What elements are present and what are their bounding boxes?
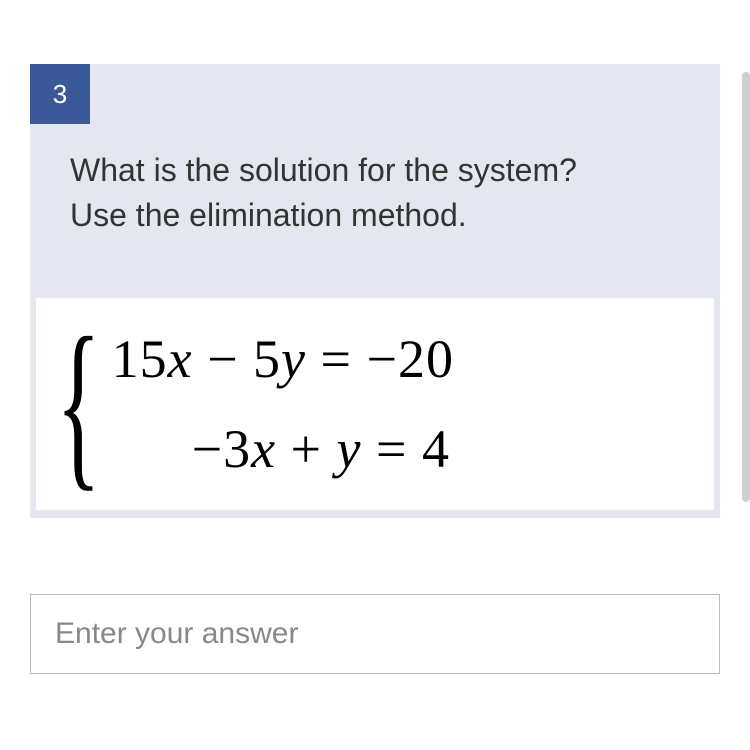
equation-system-box: { 15x − 5y = −20 −3x + y = 4 <box>36 298 714 510</box>
eq1-rhs: −20 <box>366 329 453 389</box>
eq2-var2: y <box>337 419 362 479</box>
equations-wrapper: 15x − 5y = −20 −3x + y = 4 <box>112 328 454 480</box>
eq2-op1: + <box>276 419 336 479</box>
eq1-coef2: 5 <box>253 329 281 389</box>
eq2-var1: x <box>251 419 276 479</box>
prompt-line-1: What is the solution for the system? <box>70 152 577 188</box>
eq1-var2: y <box>281 329 306 389</box>
eq1-var1: x <box>168 329 193 389</box>
equation-2: −3x + y = 4 <box>112 418 454 480</box>
scrollbar-thumb[interactable] <box>742 72 750 502</box>
question-prompt: What is the solution for the system? Use… <box>30 124 720 298</box>
question-card: 3 What is the solution for the system? U… <box>30 64 720 518</box>
equation-1: 15x − 5y = −20 <box>112 328 454 390</box>
eq1-op1: − <box>193 329 253 389</box>
eq2-rhs: 4 <box>422 419 450 479</box>
eq2-coef1: −3 <box>192 419 251 479</box>
eq1-coef1: 15 <box>112 329 168 389</box>
eq2-equals: = <box>361 419 421 479</box>
question-number: 3 <box>53 79 67 110</box>
answer-input[interactable] <box>30 594 720 674</box>
left-brace-icon: { <box>56 324 101 483</box>
eq1-equals: = <box>306 329 366 389</box>
question-number-badge: 3 <box>30 64 90 124</box>
prompt-line-2: Use the elimination method. <box>70 197 467 233</box>
